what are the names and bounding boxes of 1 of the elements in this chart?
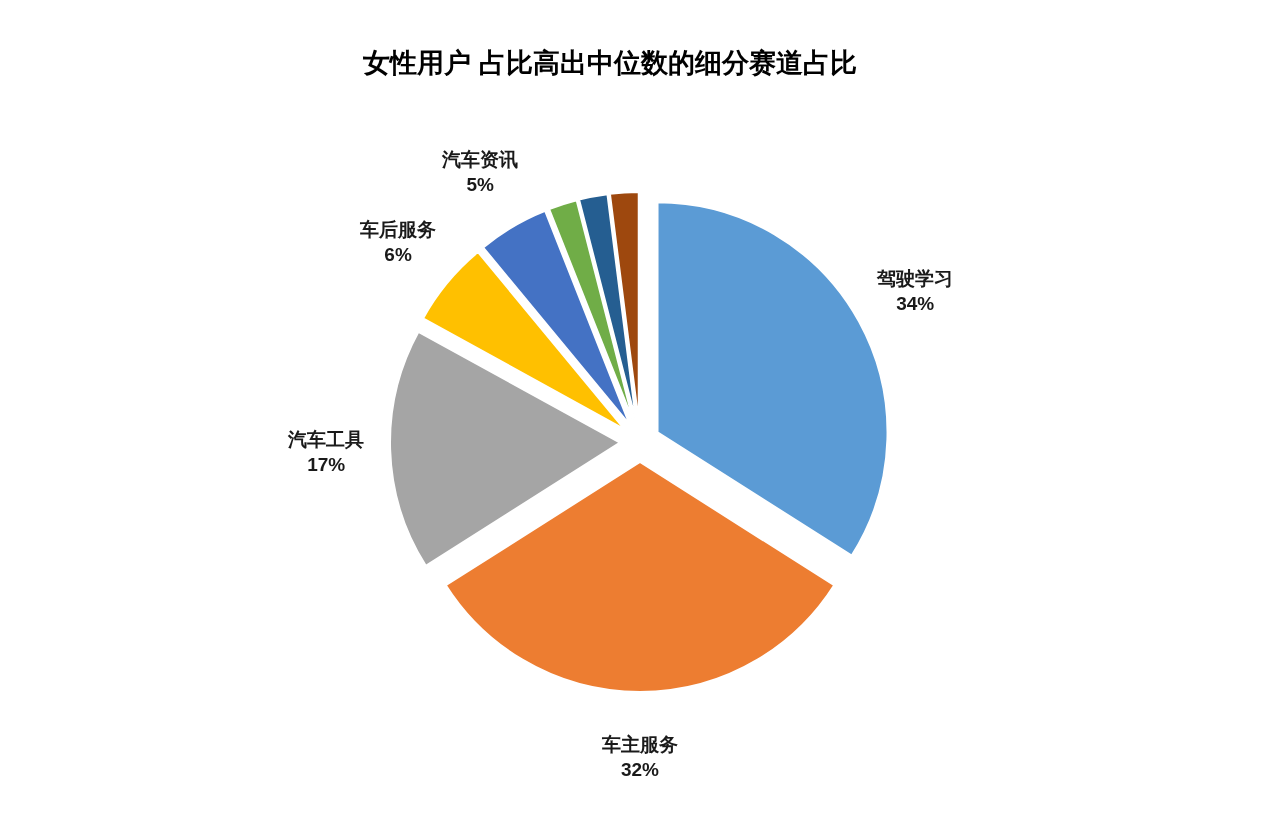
title: 女性用户 占比高出中位数的细分赛道占比 (363, 48, 857, 78)
